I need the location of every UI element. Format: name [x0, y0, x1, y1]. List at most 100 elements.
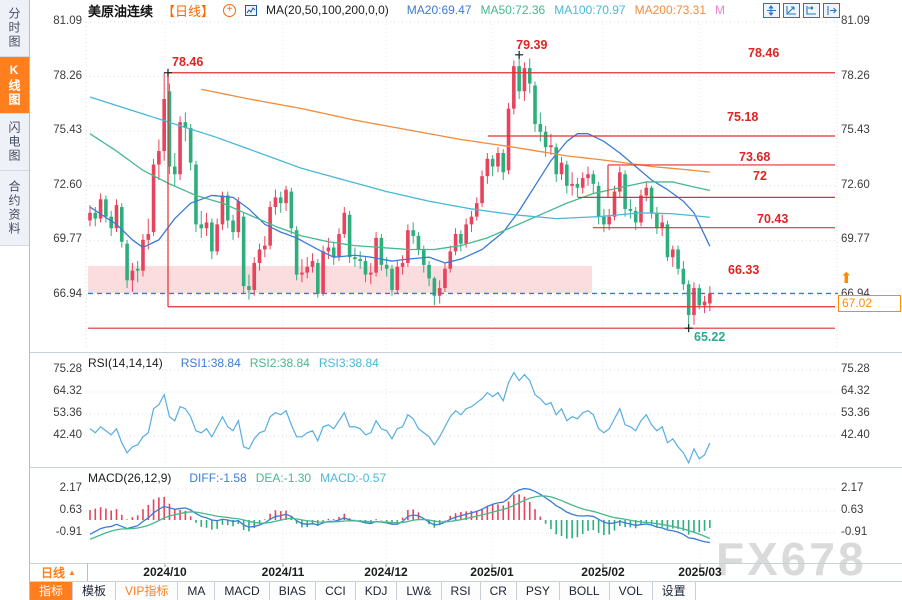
chart-header: 美原油连续 【日线】 + MA(20,50,100,200,0,0) MA20:…: [30, 0, 902, 20]
toolbar-item-VOL[interactable]: VOL: [609, 582, 653, 600]
period-label: 日线: [41, 565, 66, 580]
rsi-axis-label: 75.28: [53, 363, 82, 375]
legend-item: RSI3:38.84: [318, 356, 379, 370]
rsi-axis-label: 64.32: [53, 385, 82, 397]
toolbar-item-指标[interactable]: 指标: [30, 582, 74, 600]
sidebar-tab-闪电图[interactable]: 闪电图: [0, 114, 29, 171]
panel-divider: [30, 581, 902, 582]
legend-item: MACD:-0.57: [320, 471, 387, 485]
toolbar-item-MA[interactable]: MA: [178, 582, 216, 600]
band-layer: [88, 265, 592, 293]
price-axis-label: 66.94: [53, 287, 82, 300]
add-indicator-icon[interactable]: +: [223, 3, 237, 17]
level-label-75.18: 75.18: [727, 110, 759, 124]
window-toolbar-icons: [760, 3, 840, 20]
toolbar-item-MACD[interactable]: MACD: [215, 582, 270, 600]
peak-price-label: 79.39: [516, 38, 548, 52]
fx678-watermark: FX678: [716, 533, 867, 585]
level-label-78.46: 78.46: [748, 46, 780, 60]
price-axis-label: 78.26: [53, 69, 82, 82]
symbol-title: 美原油连续: [88, 3, 154, 19]
level-label-72: 72: [753, 169, 767, 183]
legend-item: DEA:-1.30: [255, 471, 312, 485]
price-axis-label: 81.09: [53, 15, 82, 27]
date-label: 2024/10: [143, 565, 187, 579]
price-axis-label: 75.43: [53, 124, 82, 137]
ma-legend-item: MA50:72.36: [480, 3, 546, 17]
rsi-panel-header: RSI(14,14,14) RSI1:38.84 RSI2:38.84 RSI3:38…: [88, 356, 379, 370]
toolbar-item-CCI[interactable]: CCI: [316, 582, 356, 600]
level-label-70.43: 70.43: [757, 212, 789, 226]
toolbar-item-PSY[interactable]: PSY: [516, 582, 560, 600]
toolbar-item-模板[interactable]: 模板: [73, 582, 117, 600]
toolbar-item-RSI[interactable]: RSI: [441, 582, 481, 600]
level-label-66.33: 66.33: [728, 263, 760, 277]
sidebar-tab-K线图[interactable]: K线图: [0, 57, 29, 114]
macd-axis-label: 2.17: [59, 482, 82, 494]
ma-legend-item: MA200:73.31: [634, 3, 706, 17]
price-axis-label: 69.77: [53, 233, 82, 246]
macd-panel-header: MACD(26,12,9) DIFF:-1.58 DEA:-1.30 MACD:-0.…: [88, 471, 386, 485]
toolbar-item-KDJ[interactable]: KDJ: [355, 582, 398, 600]
date-label: 2024/11: [261, 565, 305, 579]
ma50-line: [89, 133, 711, 251]
toolbar-item-VIP指标[interactable]: VIP指标: [116, 582, 179, 600]
rsi-axis-label: 53.36: [841, 407, 870, 419]
macd-diff-line: [89, 487, 710, 544]
sidebar: 分时图 K线图 闪电图 合约资料: [0, 0, 30, 600]
macd-axis-label: -0.91: [841, 526, 868, 538]
measure-cross-marker: [164, 68, 172, 77]
macd-axis-label: 0.63: [841, 504, 864, 516]
panel-divider: [30, 352, 902, 353]
date-label: 2025/03: [678, 565, 722, 579]
sidebar-tab-合约资料[interactable]: 合约资料: [0, 171, 29, 246]
macd-dea-line: [89, 495, 711, 540]
rsi-axis-label: 53.36: [53, 407, 82, 419]
date-label: 2025/01: [470, 565, 514, 579]
toolbar-item-CR[interactable]: CR: [480, 582, 517, 600]
ma-layer: [89, 133, 711, 264]
macd-legend: DIFF:-1.58 DEA:-1.30 MACD:-0.57: [180, 471, 386, 485]
axis-zoom-icon[interactable]: [783, 3, 800, 18]
rsi-params-label: RSI(14,14,14): [88, 356, 163, 370]
ma-legend: MA20:69.47 MA50:72.36 MA100:70.97 MA200:73.…: [398, 3, 725, 17]
toolbar-item-BOLL[interactable]: BOLL: [559, 582, 610, 600]
price-axis-label: 69.77: [841, 233, 870, 246]
date-label: 2024/12: [364, 565, 408, 579]
ma-layer: [89, 133, 711, 251]
period-selector[interactable]: 日线 ▲: [30, 563, 88, 581]
macd-axis-label: 2.17: [841, 482, 864, 494]
macd-axis-label: -0.91: [55, 526, 82, 538]
legend-item: DIFF:-1.58: [189, 471, 247, 485]
legend-item: RSI2:38.84: [249, 356, 310, 370]
ma-layer: [201, 88, 710, 173]
jump-to-latest-icon[interactable]: ⬆: [840, 270, 853, 287]
rsi-axis-label: 42.40: [53, 429, 82, 441]
rsi-axis-label: 64.32: [841, 385, 870, 397]
panel-divider: [30, 467, 902, 468]
sidebar-tab-分时图[interactable]: 分时图: [0, 0, 29, 57]
support-band: [88, 265, 592, 293]
measure-cross-marker: [684, 324, 693, 333]
ma100-line: [89, 96, 710, 220]
current-price-box: 67.02: [838, 295, 901, 312]
jump-latest-icon[interactable]: [823, 3, 840, 18]
ma-legend-item: MA100:70.97: [554, 3, 626, 17]
price-axis-label: 72.60: [53, 178, 82, 191]
toolbar-item-BIAS[interactable]: BIAS: [269, 582, 317, 600]
toolbar-item-LW&[interactable]: LW&: [397, 582, 442, 600]
ma-legend-item: MA20:69.47: [406, 3, 472, 17]
rsi-legend: RSI1:38.84 RSI2:38.84 RSI3:38.84: [172, 356, 379, 370]
macd-params-label: MACD(26,12,9): [88, 471, 172, 485]
macd-axis-label: 0.63: [59, 504, 82, 516]
rsi-layer: [89, 371, 711, 465]
toolbar-item-设置[interactable]: 设置: [652, 582, 696, 600]
mini-chart-icon[interactable]: [245, 4, 258, 16]
axis-scale-icon[interactable]: [803, 3, 820, 18]
ma20-line: [89, 133, 711, 264]
crosshair-icon[interactable]: [763, 3, 780, 18]
macd-layer: [89, 487, 711, 544]
ma-params-label: MA(20,50,100,200,0,0): [266, 3, 389, 17]
